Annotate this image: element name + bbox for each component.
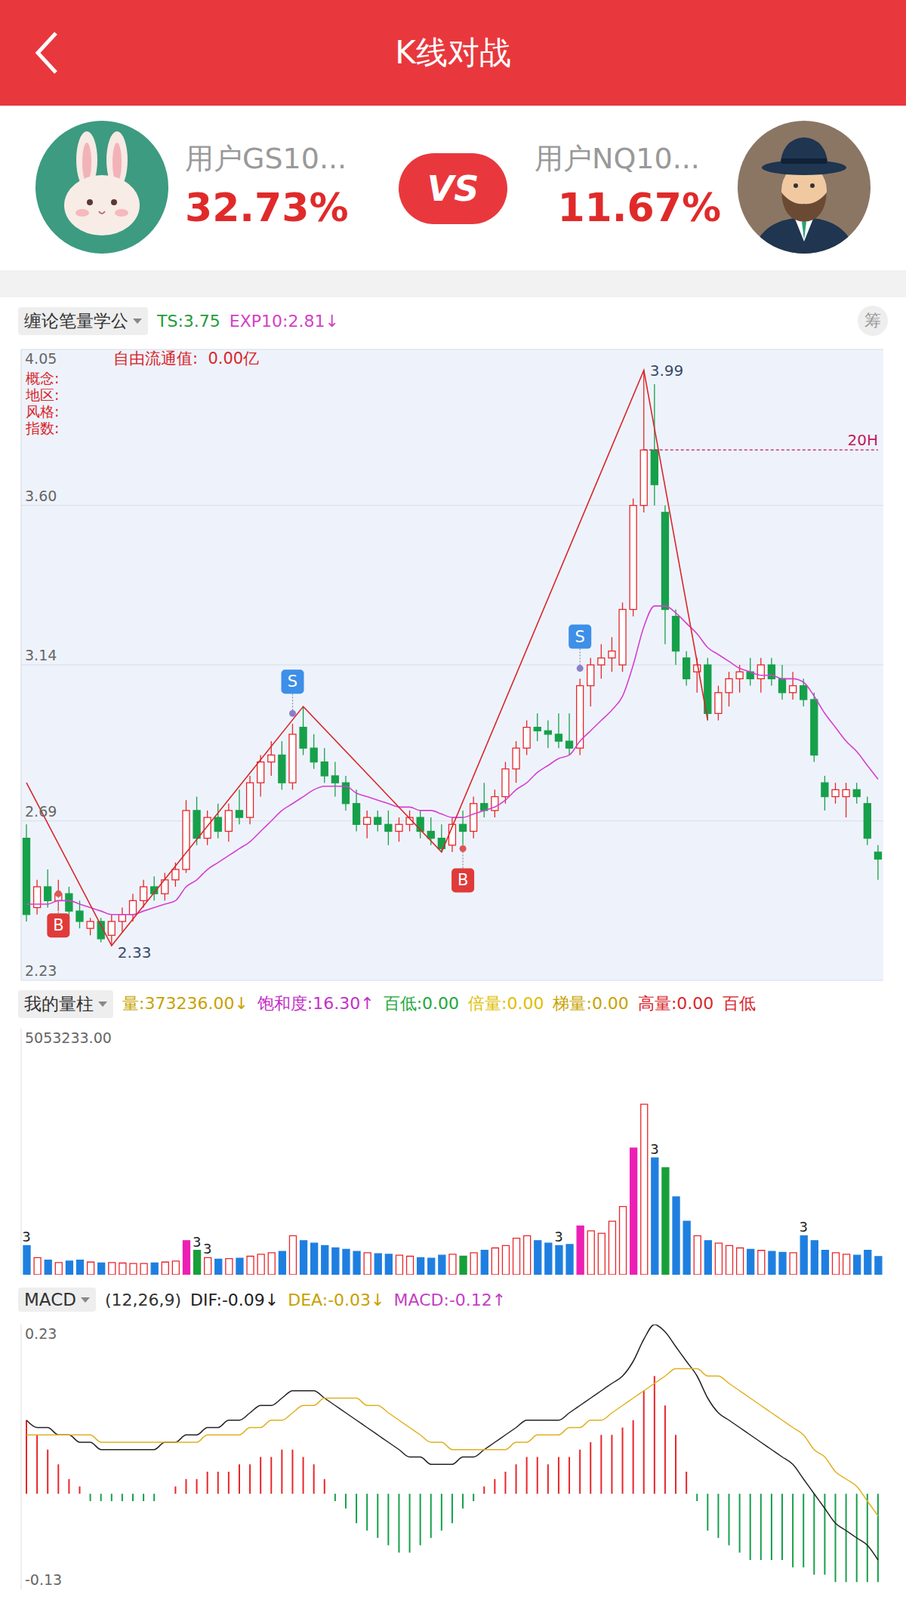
html-text:用户NQ10...: 用户NQ10... — [534, 141, 700, 176]
html-text:风格:: 风格: — [25, 403, 60, 420]
svg-text:S: S — [575, 628, 586, 647]
html-text:VS: VS — [427, 168, 479, 210]
svg-text:3: 3 — [192, 1234, 201, 1251]
svg-text:0.23: 0.23 — [24, 1325, 57, 1343]
html-text:32.73%: 32.73% — [184, 184, 349, 231]
svg-text:S: S — [287, 672, 298, 691]
html-text:筹: 筹 — [864, 311, 882, 330]
html-text:高量:0.00: 高量:0.00 — [637, 994, 714, 1014]
svg-text:3: 3 — [203, 1241, 212, 1258]
svg-text:3.99: 3.99 — [650, 361, 685, 380]
html-text:量:373236.00↓: 量:373236.00↓ — [122, 994, 249, 1014]
svg-text:2.23: 2.23 — [24, 962, 57, 980]
html-text:用户GS10...: 用户GS10... — [184, 141, 347, 176]
svg-text:2.33: 2.33 — [117, 943, 152, 962]
svg-text:4.05: 4.05 — [24, 350, 57, 367]
html-text:梯量:0.00: 梯量:0.00 — [553, 994, 629, 1014]
html-text:概念:: 概念: — [25, 369, 60, 387]
html-text:百低:0.00: 百低:0.00 — [383, 994, 460, 1014]
html-text:TS:3.75: TS:3.75 — [157, 311, 221, 331]
html-text:缠论笔量学公: 缠论笔量学公 — [24, 310, 129, 331]
svg-text:3: 3 — [650, 1141, 659, 1158]
svg-text:3: 3 — [21, 1229, 31, 1245]
html-text:我的量柱: 我的量柱 — [24, 993, 94, 1014]
html-text:(12,26,9): (12,26,9) — [104, 1290, 182, 1310]
html-text:DEA:-0.03↓: DEA:-0.03↓ — [287, 1290, 385, 1310]
html-text:自由流通值: 0.00亿: 自由流通值: 0.00亿 — [113, 349, 260, 368]
html-text:指数:: 指数: — [25, 419, 60, 437]
svg-text:20H: 20H — [847, 431, 879, 450]
svg-text:3.14: 3.14 — [24, 647, 57, 664]
html-text:百低: 百低 — [722, 994, 756, 1014]
html-text:DIF:-0.09↓: DIF:-0.09↓ — [190, 1290, 279, 1310]
html-text:11.67%: 11.67% — [557, 184, 722, 231]
html-text:MACD: MACD — [24, 1290, 77, 1310]
svg-text:B: B — [457, 871, 469, 890]
svg-text:3: 3 — [799, 1219, 808, 1236]
svg-text:-0.13: -0.13 — [24, 1571, 62, 1589]
html-text:饱和度:16.30↑: 饱和度:16.30↑ — [257, 994, 375, 1014]
svg-text:2.69: 2.69 — [24, 803, 57, 820]
html-text:K线对战: K线对战 — [395, 33, 511, 71]
svg-text:5053233.00: 5053233.00 — [24, 1029, 112, 1047]
html-text:EXP10:2.81↓: EXP10:2.81↓ — [229, 311, 339, 331]
svg-text:B: B — [52, 916, 64, 935]
html-text:MACD:-0.12↑: MACD:-0.12↑ — [393, 1290, 507, 1310]
html-text:地区:: 地区: — [25, 386, 60, 404]
svg-text:3.60: 3.60 — [24, 487, 57, 505]
svg-text:3: 3 — [554, 1229, 563, 1245]
html-text:倍量:0.00: 倍量:0.00 — [468, 994, 544, 1014]
